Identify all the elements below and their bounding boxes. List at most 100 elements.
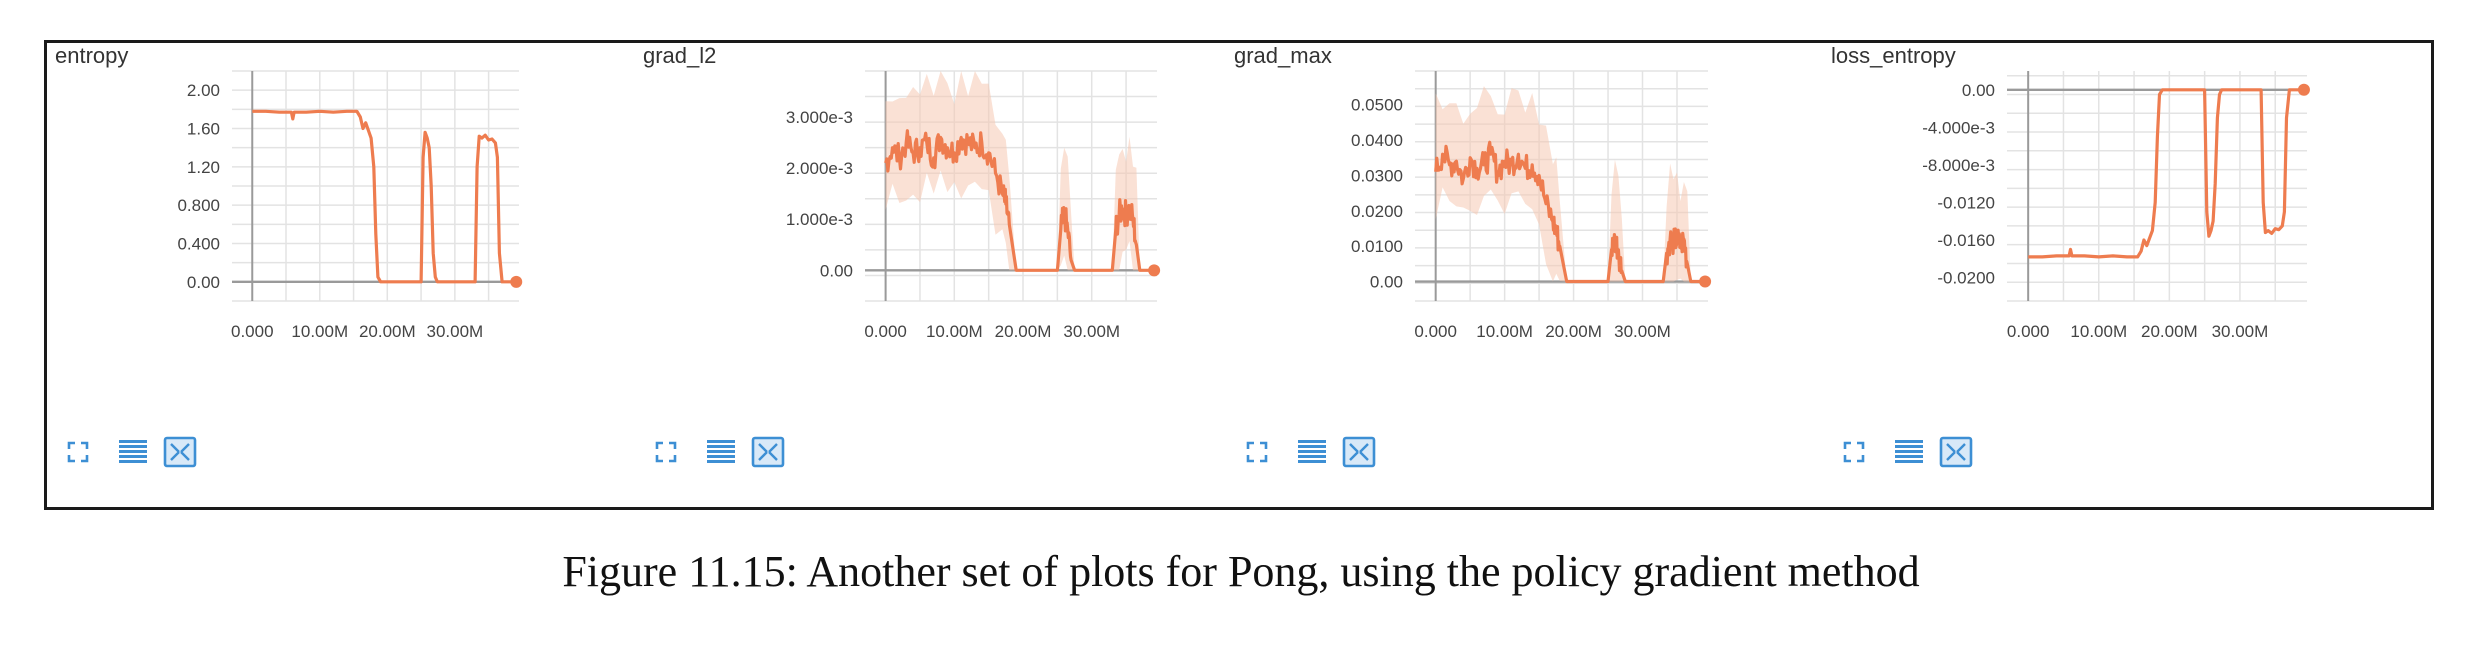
chart-panel-loss_entropy: loss_entropy 0.00 -4.000e-3 -8.000e-3 -0.012… xyxy=(1831,43,2310,468)
y-tick-label: -4.000e-3 xyxy=(1922,118,1995,137)
y-tick-label: 0.00 xyxy=(1962,81,1995,100)
series-line xyxy=(252,109,513,284)
lines-icon[interactable] xyxy=(1298,440,1326,463)
fit-domain-icon-arrows xyxy=(170,443,190,461)
expand-icon-corner xyxy=(669,455,677,463)
figure-caption: Figure 11.15: Another set of plots for P… xyxy=(562,547,1920,596)
x-tick-label: 0.000 xyxy=(1414,322,1457,341)
expand-icon-corner xyxy=(1857,455,1865,463)
expand-icon-corner xyxy=(669,441,677,449)
y-tick-label: 0.0500 xyxy=(1351,96,1403,115)
lines-icon-bar xyxy=(707,460,735,463)
fit-domain-icon-arrows xyxy=(758,443,778,461)
lines-icon-bar xyxy=(1298,450,1326,453)
y-tick-label: 0.00 xyxy=(820,261,853,280)
y-tick-label: -0.0200 xyxy=(1937,269,1995,288)
y-tick-label: 0.400 xyxy=(177,235,220,254)
fit-domain-icon[interactable] xyxy=(1342,436,1376,468)
lines-icon-bar xyxy=(119,460,147,463)
fit-domain-icon-box xyxy=(1342,436,1376,468)
chart-title: grad_max xyxy=(1234,43,1332,68)
x-tick-label: 0.000 xyxy=(2007,322,2050,341)
x-tick-label: 30.00M xyxy=(1063,322,1120,341)
series-line xyxy=(884,129,1151,272)
lines-icon-bar xyxy=(119,450,147,453)
chart-panel-entropy: entropy 2.00 1.60 1.20 0.800 0.400 0.00 0.000 10… xyxy=(55,43,523,468)
x-tick-label: 10.00M xyxy=(291,322,348,341)
y-tick-label: 0.00 xyxy=(187,273,220,292)
expand-icon-corner xyxy=(1246,455,1254,463)
x-tick-label: 10.00M xyxy=(926,322,983,341)
fit-domain-icon-box xyxy=(163,436,197,468)
lines-icon[interactable] xyxy=(1895,440,1923,463)
y-tick-label: 2.000e-3 xyxy=(786,159,853,178)
x-tick-label: 20.00M xyxy=(1545,322,1602,341)
expand-icon-corner xyxy=(1857,441,1865,449)
fit-domain-icon[interactable] xyxy=(751,436,785,468)
chart-frame: entropy 2.00 1.60 1.20 0.800 0.400 0.00 0.000 10… xyxy=(44,40,2434,510)
expand-icon-corner xyxy=(1843,441,1851,449)
series-end-point xyxy=(510,275,523,288)
chart-title: loss_entropy xyxy=(1831,43,1956,68)
lines-icon-bar xyxy=(119,455,147,458)
y-tick-label: 3.000e-3 xyxy=(786,108,853,127)
y-tick-label: -0.0160 xyxy=(1937,231,1995,250)
fit-domain-icon-box xyxy=(751,436,785,468)
lines-icon[interactable] xyxy=(707,440,735,463)
lines-icon-bar xyxy=(707,455,735,458)
lines-icon-bar xyxy=(1895,455,1923,458)
lines-icon[interactable] xyxy=(119,440,147,463)
expand-icon-corner xyxy=(1260,455,1268,463)
expand-icon[interactable] xyxy=(1843,441,1865,463)
expand-icon-corner xyxy=(81,441,89,449)
expand-icon-corner xyxy=(67,441,75,449)
series-line xyxy=(1434,140,1702,284)
x-tick-label: 30.00M xyxy=(2212,322,2269,341)
lines-icon-bar xyxy=(707,450,735,453)
lines-icon-bar xyxy=(1298,440,1326,443)
fit-domain-icon-arrows xyxy=(1946,443,1966,461)
series-end-point xyxy=(2297,83,2310,96)
x-tick-label: 10.00M xyxy=(1476,322,1533,341)
expand-icon-corner xyxy=(1246,441,1254,449)
series-line xyxy=(2028,88,2300,259)
expand-icon-corner xyxy=(67,455,75,463)
lines-icon-bar xyxy=(1298,460,1326,463)
lines-icon-bar xyxy=(119,445,147,448)
y-tick-label: 1.20 xyxy=(187,158,220,177)
y-tick-label: 0.00 xyxy=(1370,273,1403,292)
series-end-point xyxy=(1148,264,1161,277)
fit-domain-icon-arrows xyxy=(1349,443,1369,461)
lines-icon-bar xyxy=(1895,450,1923,453)
series-band xyxy=(1435,86,1702,282)
y-tick-label: 0.0400 xyxy=(1351,131,1403,150)
lines-icon-bar xyxy=(119,440,147,443)
lines-icon-bar xyxy=(1895,440,1923,443)
x-tick-label: 30.00M xyxy=(426,322,483,341)
expand-icon-corner xyxy=(655,455,663,463)
y-tick-label: 1.000e-3 xyxy=(786,210,853,229)
y-tick-label: 1.60 xyxy=(187,120,220,139)
chart-title: entropy xyxy=(55,43,128,68)
series-band xyxy=(885,71,1151,271)
fit-domain-icon[interactable] xyxy=(163,436,197,468)
lines-icon-bar xyxy=(1298,445,1326,448)
expand-icon[interactable] xyxy=(67,441,89,463)
expand-icon[interactable] xyxy=(655,441,677,463)
expand-icon-corner xyxy=(1260,441,1268,449)
expand-icon-corner xyxy=(655,441,663,449)
y-tick-label: 0.0200 xyxy=(1351,202,1403,221)
charts-canvas: entropy 2.00 1.60 1.20 0.800 0.400 0.00 0.000 10… xyxy=(55,43,2310,468)
series-end-point xyxy=(1699,275,1712,288)
x-tick-label: 20.00M xyxy=(995,322,1052,341)
x-tick-label: 0.000 xyxy=(231,322,274,341)
y-tick-label: 2.00 xyxy=(187,81,220,100)
fit-domain-icon[interactable] xyxy=(1939,436,1973,468)
lines-icon-bar xyxy=(1895,460,1923,463)
expand-icon-corner xyxy=(1843,455,1851,463)
chart-title: grad_l2 xyxy=(643,43,716,68)
y-tick-label: -8.000e-3 xyxy=(1922,156,1995,175)
expand-icon-corner xyxy=(81,455,89,463)
x-tick-label: 20.00M xyxy=(2141,322,2198,341)
expand-icon[interactable] xyxy=(1246,441,1268,463)
